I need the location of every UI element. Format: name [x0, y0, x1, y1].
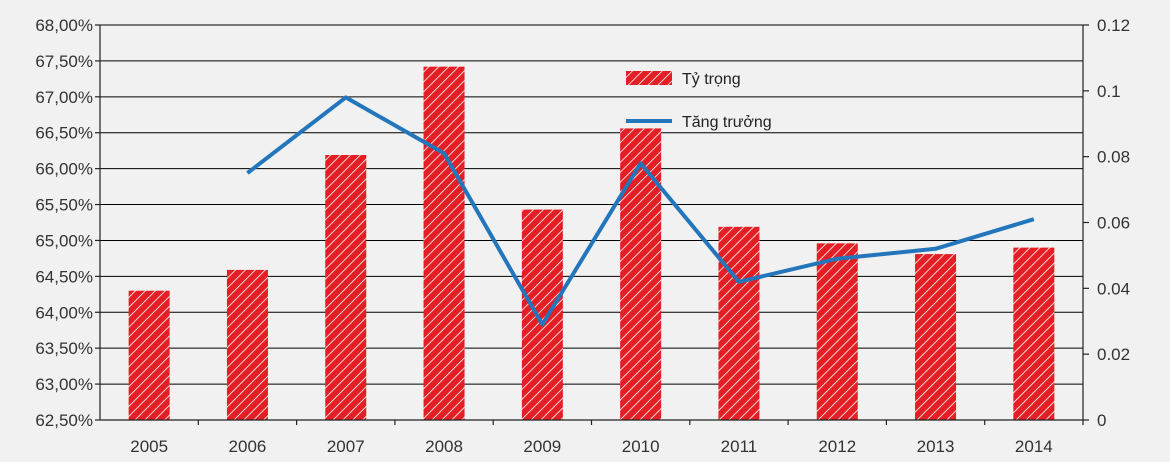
x-axis-tick-label: 2014: [1015, 437, 1053, 456]
right-axis-tick-label: 0.1: [1097, 82, 1121, 101]
axes: 62,50% 63,00% 63,50% 64,00% 64,50% 65,00% 65,5…: [35, 16, 1130, 456]
bar-series: [128, 66, 1055, 421]
x-axis-tick-label: 2013: [917, 437, 955, 456]
x-axis-tick-label: 2007: [327, 437, 365, 456]
left-axis-tick-label: 64,00%: [35, 303, 93, 322]
x-axis-tick-label: 2005: [130, 437, 168, 456]
bar-2011: [718, 226, 760, 420]
left-axis-tick-label: 63,50%: [35, 339, 93, 358]
left-axis-tick-label: 62,50%: [35, 411, 93, 430]
right-axis-tick-label: 0.02: [1097, 345, 1130, 364]
x-axis-tick-label: 2009: [523, 437, 561, 456]
right-axis-tick-label: 0: [1097, 411, 1106, 430]
bar-2010: [620, 128, 662, 420]
bar-2013: [915, 254, 957, 420]
left-axis-tick-label: 65,50%: [35, 196, 93, 215]
left-axis-tick-label: 64,50%: [35, 267, 93, 286]
left-axis-tick-label: 65,00%: [35, 231, 93, 250]
bar-2008: [423, 66, 465, 421]
growth-line: [246, 95, 1035, 327]
right-axis-tick-label: 0.04: [1097, 279, 1130, 298]
legend-swatch-bar: [626, 71, 672, 85]
left-axis-tick-label: 68,00%: [35, 16, 93, 35]
legend-label-bar: Tỷ trọng: [682, 71, 741, 88]
bar-2005: [128, 290, 170, 420]
left-axis-tick-label: 66,50%: [35, 124, 93, 143]
left-axis-tick-label: 66,00%: [35, 160, 93, 179]
right-axis-tick-label: 0.12: [1097, 16, 1130, 35]
bar-2006: [226, 269, 268, 420]
left-axis-tick-label: 67,00%: [35, 88, 93, 107]
left-axis-tick-label: 67,50%: [35, 52, 93, 71]
bar-2014: [1013, 247, 1055, 420]
x-axis-tick-label: 2011: [721, 437, 758, 456]
legend: Tỷ trọng Tăng trưởng: [626, 71, 772, 131]
x-axis-tick-label: 2006: [229, 437, 267, 456]
left-axis-tick-label: 63,00%: [35, 375, 93, 394]
x-axis-tick-label: 2012: [818, 437, 856, 456]
bar-2009: [521, 209, 563, 420]
line-series: [246, 95, 1035, 327]
bar-2007: [325, 154, 367, 420]
x-axis-tick-label: 2008: [425, 437, 463, 456]
x-axis-tick-label: 2010: [622, 437, 660, 456]
right-axis-tick-label: 0.06: [1097, 214, 1130, 233]
legend-label-line: Tăng trưởng: [682, 114, 772, 131]
right-axis-tick-label: 0.08: [1097, 148, 1130, 167]
bar-2012: [816, 243, 858, 420]
